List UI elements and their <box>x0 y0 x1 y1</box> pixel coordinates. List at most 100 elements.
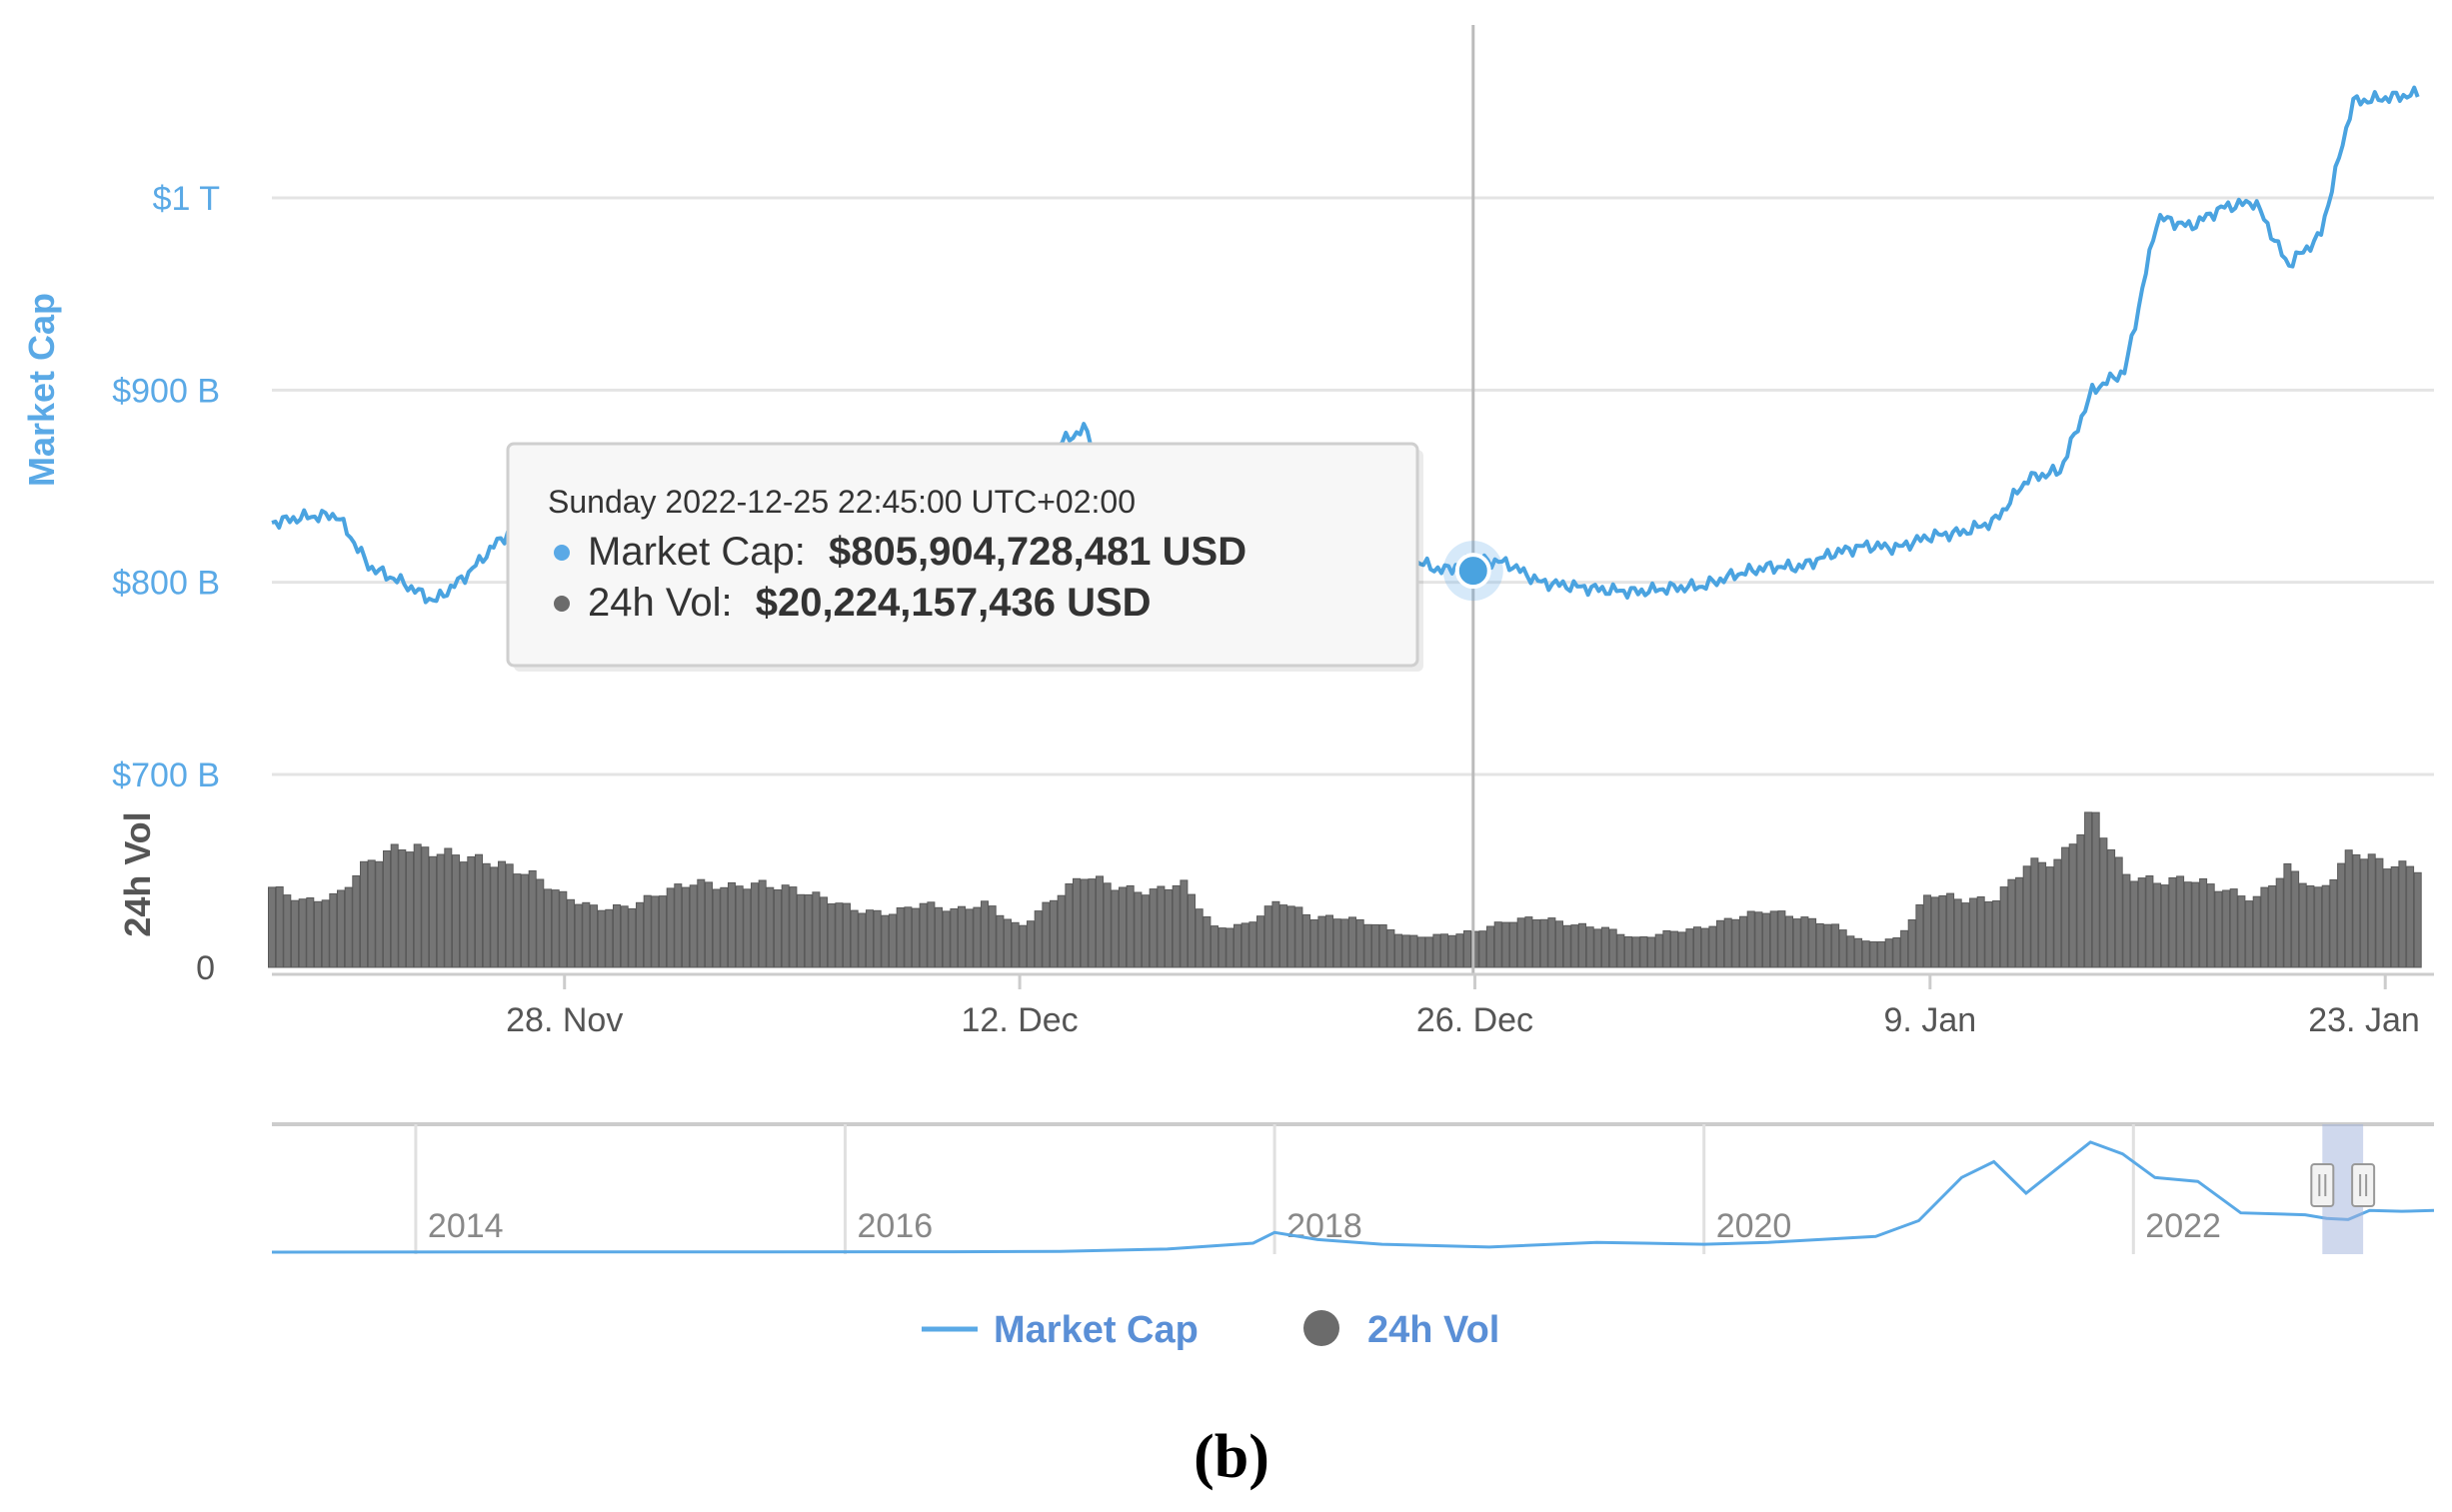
volume-bar <box>1126 884 1135 968</box>
volume-bar <box>367 859 376 968</box>
volume-bar <box>1149 888 1158 968</box>
tooltip-volume-label: 24h Vol: <box>588 581 733 625</box>
volume-bar <box>536 878 545 968</box>
volume-bar <box>1624 936 1632 968</box>
volume-bar <box>1877 941 1886 968</box>
volume-bar <box>1371 923 1379 968</box>
volume-bar <box>1011 921 1020 968</box>
volume-bar <box>1585 926 1594 968</box>
volume-bar <box>1348 916 1356 968</box>
hover-marker[interactable] <box>1454 553 1491 590</box>
volume-bar <box>1984 901 1993 968</box>
navigator-series-line <box>271 1140 2435 1254</box>
volume-bar <box>666 887 675 968</box>
volume-bar <box>1378 924 1387 968</box>
volume-bar <box>1263 905 1272 968</box>
volume-bar <box>919 902 928 968</box>
volume-bar <box>1961 902 1970 968</box>
volume-bar <box>858 912 867 968</box>
volume-bar <box>383 850 391 968</box>
navigator-handles[interactable] <box>2310 1163 2376 1207</box>
volume-bar <box>1946 892 1955 968</box>
volume-bar <box>1907 919 1916 968</box>
volume-bar <box>1677 931 1686 968</box>
volume-bar <box>981 900 989 968</box>
volume-bar <box>2068 843 2077 968</box>
navigator-year-label: 2014 <box>428 1207 504 1245</box>
volume-bar <box>1769 910 1778 968</box>
volume-bar <box>1271 900 1280 968</box>
navigator-handle[interactable] <box>2310 1163 2335 1207</box>
x-tick-label: 9. Jan <box>1884 1001 1977 1039</box>
legend-volume-swatch[interactable] <box>1303 1310 1339 1346</box>
volume-bar <box>2237 895 2246 968</box>
volume-bar <box>467 855 476 968</box>
volume-bar <box>1792 918 1801 968</box>
volume-bar <box>1601 926 1609 968</box>
volume-bar <box>2229 888 2238 968</box>
volume-bar <box>674 883 683 968</box>
volume-bar <box>1562 924 1571 968</box>
volume-bar <box>352 874 361 968</box>
volume-bar <box>1172 884 1181 968</box>
volume-bar <box>996 914 1005 968</box>
volume-bar <box>398 849 407 968</box>
volume-bar <box>2038 861 2047 968</box>
legend-volume-label[interactable]: 24h Vol <box>1367 1309 1499 1351</box>
volume-bar <box>505 863 514 968</box>
volume-bar <box>567 898 575 968</box>
volume-bar <box>720 886 729 968</box>
volume-bar <box>697 878 706 968</box>
volume-bar <box>1463 930 1471 968</box>
volume-bar <box>2137 877 2146 968</box>
volume-bar <box>2183 881 2192 968</box>
volume-bar <box>881 914 890 968</box>
volume-bar <box>1731 918 1740 968</box>
volume-bar <box>459 861 468 968</box>
volume-bar <box>1470 930 1479 968</box>
volume-bar <box>513 873 522 968</box>
navigator[interactable]: 2014 2016 2018 2020 2022 <box>271 1122 2435 1254</box>
volume-bar <box>942 910 951 968</box>
legend-market-cap-label[interactable]: Market Cap <box>994 1309 1199 1351</box>
volume-bar <box>1892 937 1901 968</box>
volume-bar <box>298 898 307 968</box>
volume-bar <box>1180 879 1189 968</box>
market-cap-axis-title: Market Cap <box>21 293 62 487</box>
volume-bar <box>2390 866 2399 968</box>
volume-bar <box>2398 860 2407 968</box>
volume-bar <box>1501 921 1510 968</box>
volume-bar <box>1938 894 1947 968</box>
volume-bar <box>1240 922 1249 968</box>
volume-bar <box>1639 936 1648 968</box>
volume-bar <box>1004 918 1012 968</box>
volume-bar <box>1203 916 1212 968</box>
volume-bar <box>597 909 606 968</box>
volume-bar <box>2191 881 2200 968</box>
volume-bar <box>1142 894 1150 968</box>
volume-bar <box>2061 846 2070 968</box>
volume-bar <box>2022 865 2031 968</box>
volume-bar <box>1478 930 1487 968</box>
volume-bar <box>2160 884 2169 968</box>
volume-bar <box>2283 862 2292 968</box>
volume-bar <box>1103 882 1112 968</box>
volume-bar <box>1256 915 1264 968</box>
volume-bar <box>1447 934 1456 968</box>
tooltip: Sunday 2022-12-25 22:45:00 UTC+02:00 Mar… <box>506 442 1423 672</box>
volume-bar <box>682 886 690 968</box>
market-cap-axis-ticks: $1 T $900 B $800 B $700 B <box>112 180 220 794</box>
legend: Market Cap 24h Vol <box>922 1309 1499 1351</box>
volume-bar <box>1516 917 1525 968</box>
volume-bar <box>452 854 460 968</box>
volume-bar <box>436 853 445 968</box>
volume-bar <box>1685 928 1694 968</box>
volume-bar <box>1134 891 1143 968</box>
navigator-handle[interactable] <box>2351 1163 2376 1207</box>
volume-bar <box>2268 885 2277 968</box>
volume-bar <box>1716 919 1724 968</box>
volume-bar <box>1815 922 1824 968</box>
volume-bar <box>1027 920 1035 968</box>
volume-bar <box>1976 896 1985 968</box>
